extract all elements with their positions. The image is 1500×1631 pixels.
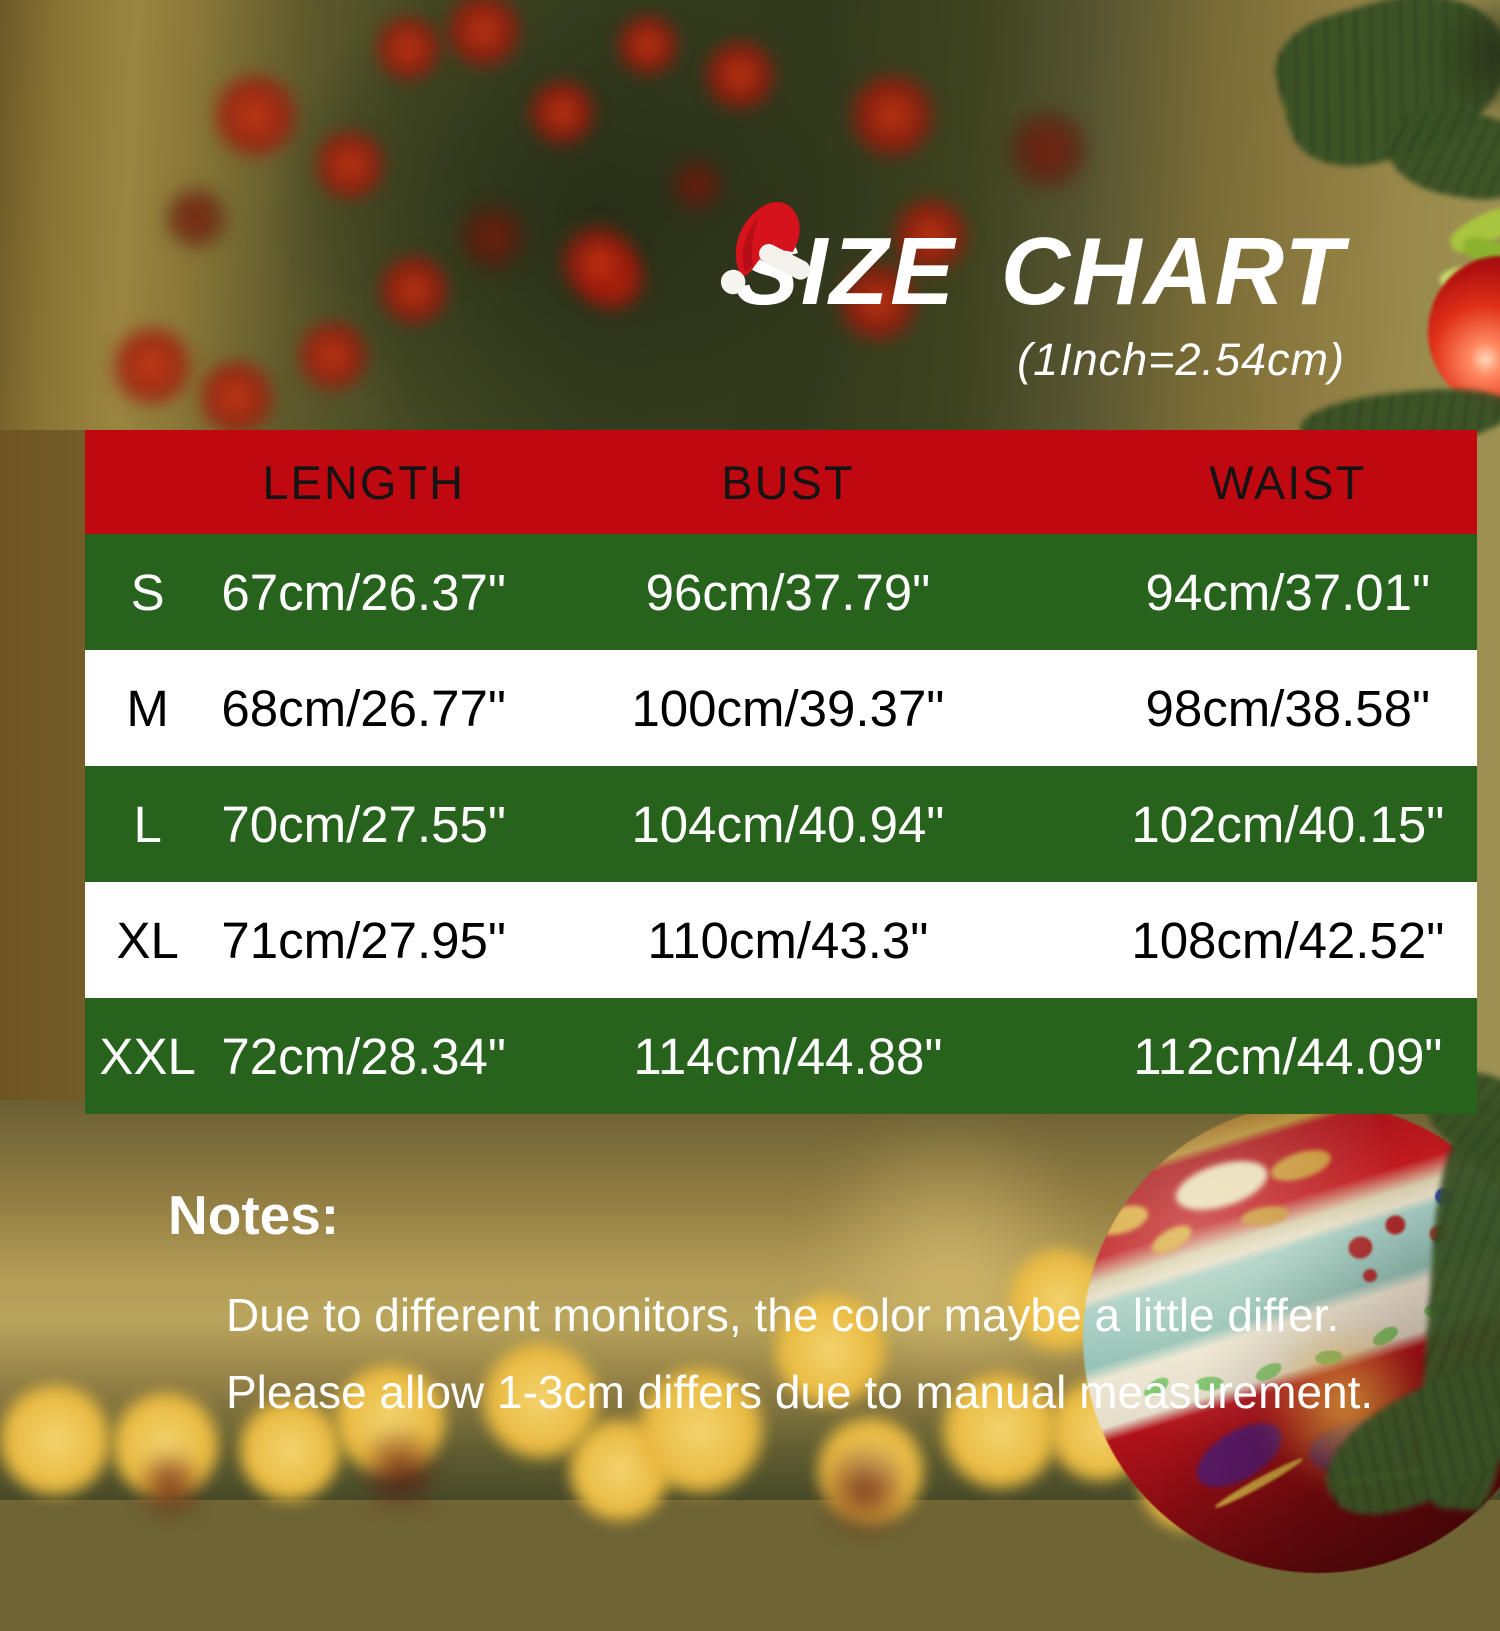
bokeh-light-dark — [1003, 105, 1093, 195]
bokeh-light — [371, 11, 446, 86]
bokeh-light — [770, 1290, 890, 1410]
bokeh-light — [556, 220, 641, 305]
bokeh-light — [833, 257, 923, 347]
size-label: XL — [116, 911, 179, 969]
table-header-row: LENGTH BUST WAIST — [85, 430, 1477, 534]
bust-value: 104cm/40.94" — [631, 795, 945, 853]
waist-value: 108cm/42.52" — [1131, 911, 1445, 969]
bokeh-light — [208, 68, 303, 163]
bokeh-light — [633, 1363, 768, 1498]
length-value: 71cm/27.95" — [221, 911, 507, 969]
bokeh-light — [845, 68, 940, 163]
santa-hat-icon — [707, 185, 820, 303]
column-header-waist: WAIST — [1209, 455, 1367, 509]
bokeh-light — [293, 316, 373, 396]
bust-value: 96cm/37.79" — [645, 563, 931, 621]
waist-value: 102cm/40.15" — [1131, 795, 1445, 853]
bokeh-light-dark — [161, 183, 231, 253]
bust-value: 100cm/39.37" — [631, 679, 945, 737]
bokeh-light — [235, 1395, 345, 1505]
santa-hat-graphic — [720, 202, 811, 295]
bokeh-light — [310, 125, 390, 205]
bokeh-light — [525, 75, 600, 150]
column-header-bust: BUST — [721, 455, 855, 509]
bokeh-light — [374, 250, 454, 330]
bokeh-light — [107, 321, 197, 411]
table-row-l: L 70cm/27.55" 104cm/40.94" 102cm/40.15" — [85, 766, 1477, 882]
bokeh-light — [700, 35, 780, 115]
size-chart-table: LENGTH BUST WAIST S 67cm/26.37" 96cm/37.… — [85, 430, 1477, 1114]
page-title: SIZE CHART — [734, 218, 1345, 325]
unit-conversion-note: (1Inch=2.54cm) — [1017, 334, 1345, 385]
bokeh-light — [441, 0, 526, 73]
bokeh-light — [613, 10, 683, 80]
dark-red-hint — [140, 1440, 200, 1530]
notes-lines: Due to different monitors, the color may… — [226, 1277, 1373, 1431]
bokeh-light — [194, 355, 279, 440]
waist-value: 98cm/38.58" — [1145, 679, 1431, 737]
length-value: 70cm/27.55" — [221, 795, 507, 853]
bokeh-light — [0, 1380, 115, 1500]
dark-red-hint — [825, 1430, 905, 1550]
notes-section: Notes: Due to different monitors, the co… — [168, 1183, 1373, 1431]
size-label: M — [126, 679, 169, 737]
dark-red-hint — [365, 1415, 435, 1525]
size-label: XXL — [99, 1027, 196, 1085]
waist-value: 94cm/37.01" — [1145, 563, 1431, 621]
length-value: 72cm/28.34" — [221, 1027, 507, 1085]
bust-value: 114cm/44.88" — [633, 1027, 943, 1085]
table-row-xl: XL 71cm/27.95" 110cm/43.3" 108cm/42.52" — [85, 882, 1477, 998]
table-row-m: M 68cm/26.77" 100cm/39.37" 98cm/38.58" — [85, 650, 1477, 766]
bokeh-light-dark — [667, 155, 727, 215]
notes-line-2: Please allow 1-3cm differs due to manual… — [226, 1366, 1374, 1418]
waist-value: 112cm/44.09" — [1133, 1027, 1443, 1085]
size-label: S — [130, 563, 165, 621]
bust-value: 110cm/43.3" — [647, 911, 929, 969]
column-header-length: LENGTH — [262, 455, 466, 509]
table-row-xxl: XXL 72cm/28.34" 114cm/44.88" 112cm/44.09… — [85, 998, 1477, 1114]
bokeh-light — [938, 1368, 1063, 1493]
size-label: L — [133, 795, 162, 853]
notes-heading: Notes: — [168, 1184, 340, 1246]
length-value: 68cm/26.77" — [221, 679, 507, 737]
length-value: 67cm/26.37" — [221, 563, 507, 621]
title-block: SIZE CHART (1Inch=2.54cm) — [735, 224, 1345, 386]
notes-line-1: Due to different monitors, the color may… — [226, 1289, 1340, 1341]
bokeh-light-dark — [455, 200, 530, 275]
table-row-s: S 67cm/26.37" 96cm/37.79" 94cm/37.01" — [85, 534, 1477, 650]
